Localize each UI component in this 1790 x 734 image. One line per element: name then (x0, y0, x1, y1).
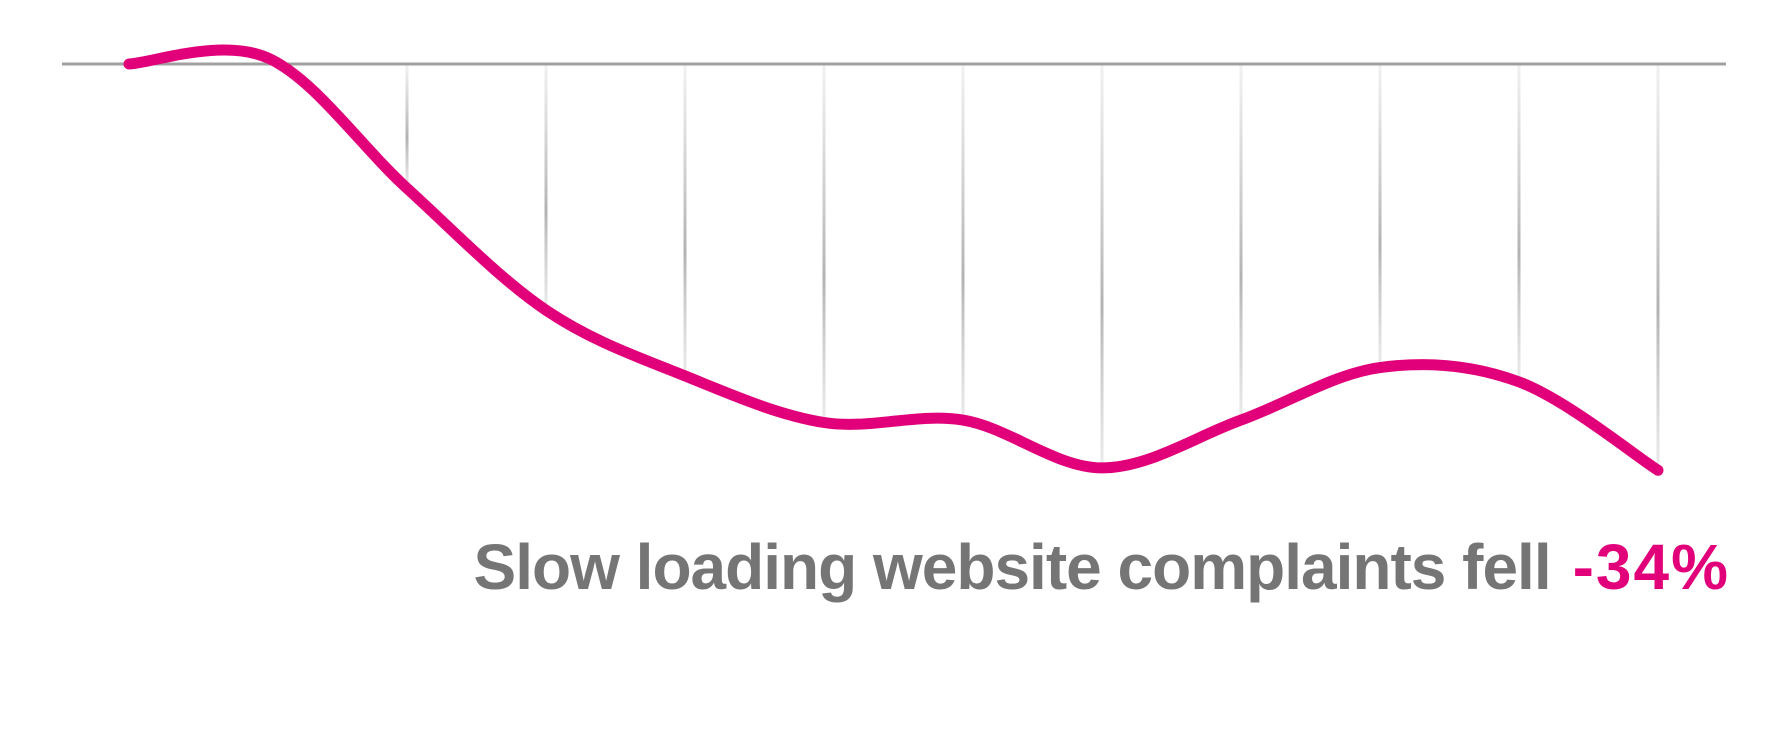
drop-line (1517, 64, 1521, 382)
drop-line (683, 64, 687, 376)
drop-line (405, 64, 409, 189)
annotation-value: -34% (1572, 531, 1730, 603)
drop-line (1656, 64, 1660, 471)
annotation: Slow loading website complaints fell -34% (474, 530, 1730, 604)
drop-line (544, 64, 548, 311)
annotation-text: Slow loading website complaints fell (473, 531, 1552, 603)
series-line (123, 44, 1664, 476)
drop-line (1378, 64, 1382, 368)
drop-line (1239, 64, 1243, 421)
drop-line (822, 64, 826, 423)
drop-line (961, 64, 965, 421)
drop-line (1100, 64, 1104, 468)
